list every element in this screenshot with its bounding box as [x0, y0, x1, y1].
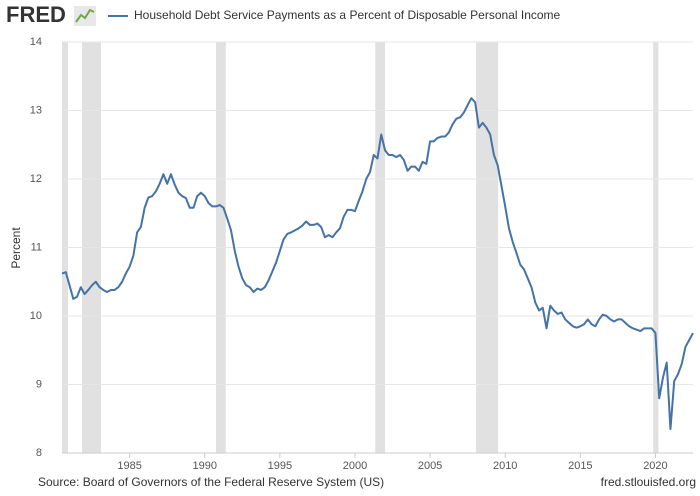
x-tick-label: 2000 — [343, 460, 367, 472]
x-tick-label: 1990 — [192, 460, 216, 472]
logo-box — [74, 6, 96, 26]
y-tick-label: 8 — [36, 447, 42, 459]
logo-line — [75, 8, 95, 23]
logo-icon — [74, 6, 96, 26]
x-tick-label: 2020 — [643, 460, 667, 472]
site: fred.stlouisfed.org — [601, 475, 696, 489]
x-tick-label: 1985 — [117, 460, 141, 472]
series-line — [61, 97, 694, 431]
logo: FRED — [6, 2, 66, 27]
y-tick-label: 12 — [30, 173, 42, 185]
x-tick-label: 2010 — [493, 460, 517, 472]
x-tick-label: 2005 — [418, 460, 442, 472]
y-tick-label: 9 — [36, 378, 42, 390]
legend-label: Household Debt Service Payments as a Per… — [134, 8, 561, 22]
y-tick-label: 11 — [31, 241, 42, 253]
x-tick-label: 2015 — [568, 460, 592, 472]
y-axis-label: Percent — [9, 227, 23, 269]
source: Source: Board of Governors of the Federa… — [38, 475, 384, 489]
y-tick-label: 13 — [30, 104, 42, 116]
y-tick-label: 14 — [30, 36, 42, 48]
y-tick-label: 10 — [30, 310, 42, 322]
x-tick-label: 1995 — [268, 460, 292, 472]
